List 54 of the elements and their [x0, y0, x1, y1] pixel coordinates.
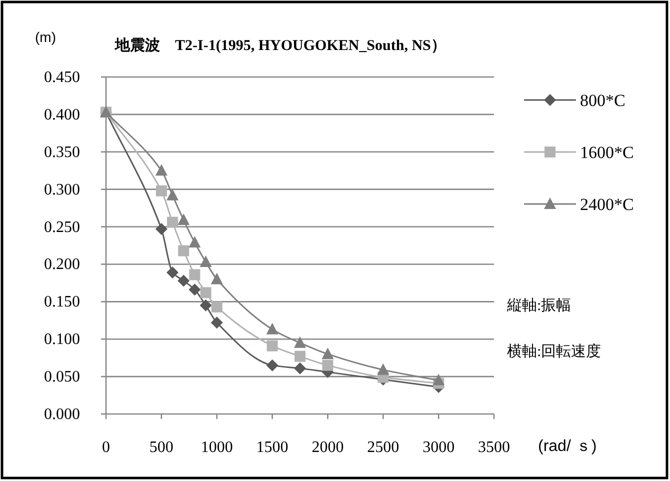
text: 横軸:回転速度: [507, 343, 602, 360]
point: [188, 284, 201, 296]
point: [210, 316, 223, 329]
point: [266, 340, 278, 352]
point: [211, 301, 222, 312]
chart-title: 地震波 T2-I-1(1995, HYOUGOKEN_South, NS）: [114, 37, 446, 54]
point: [294, 336, 306, 348]
point: [155, 164, 168, 176]
x-tick-label: 1500: [256, 439, 288, 456]
point: [266, 322, 278, 334]
point: [322, 360, 334, 371]
point: [189, 269, 200, 280]
y-tick-label: 0.100: [44, 331, 80, 348]
text: 縦軸:振幅: [506, 297, 572, 314]
point: [377, 363, 390, 375]
point: [266, 359, 278, 372]
point: [188, 236, 201, 248]
point: [167, 216, 178, 228]
x-tick-label: 1000: [200, 439, 233, 456]
point: [166, 188, 179, 200]
point: [200, 255, 212, 267]
y-tick-label: 0.350: [44, 144, 80, 161]
x-tick-label: 2000: [312, 439, 344, 456]
point: [200, 299, 212, 312]
point: [294, 362, 306, 374]
y-tick-label: 0.400: [44, 106, 80, 124]
x-tick-label: 500: [149, 439, 174, 456]
y-tick-label: 0.200: [44, 256, 80, 274]
x-tick-label: 3500: [478, 439, 510, 456]
x-axis-title: (rad/ ｓ): [538, 438, 597, 455]
legend-label: 1600*C: [580, 143, 634, 162]
y-tick-label: 0.300: [44, 181, 80, 198]
x-tick-label: 3000: [422, 439, 455, 456]
point: [178, 214, 190, 226]
y-tick-label: 0.000: [44, 406, 80, 423]
point: [166, 266, 179, 278]
y-tick-label: 0.450: [44, 69, 80, 86]
point: [178, 245, 190, 256]
y-tick-label: 0.150: [44, 294, 80, 311]
point: [200, 287, 212, 298]
legend-label: 2400*C: [580, 195, 634, 214]
x-tick-label: 2500: [367, 439, 400, 456]
y-axis-title: (m): [35, 29, 56, 45]
legend-label: 800*C: [580, 91, 626, 110]
point: [294, 350, 306, 362]
point: [155, 223, 168, 236]
y-tick-label: 0.050: [44, 368, 80, 386]
point: [178, 274, 190, 287]
point: [156, 185, 167, 196]
x-tick-label: 0: [102, 439, 110, 456]
point: [432, 374, 445, 386]
point: [210, 272, 223, 284]
y-tick-label: 0.250: [44, 218, 80, 236]
point: [322, 348, 334, 360]
